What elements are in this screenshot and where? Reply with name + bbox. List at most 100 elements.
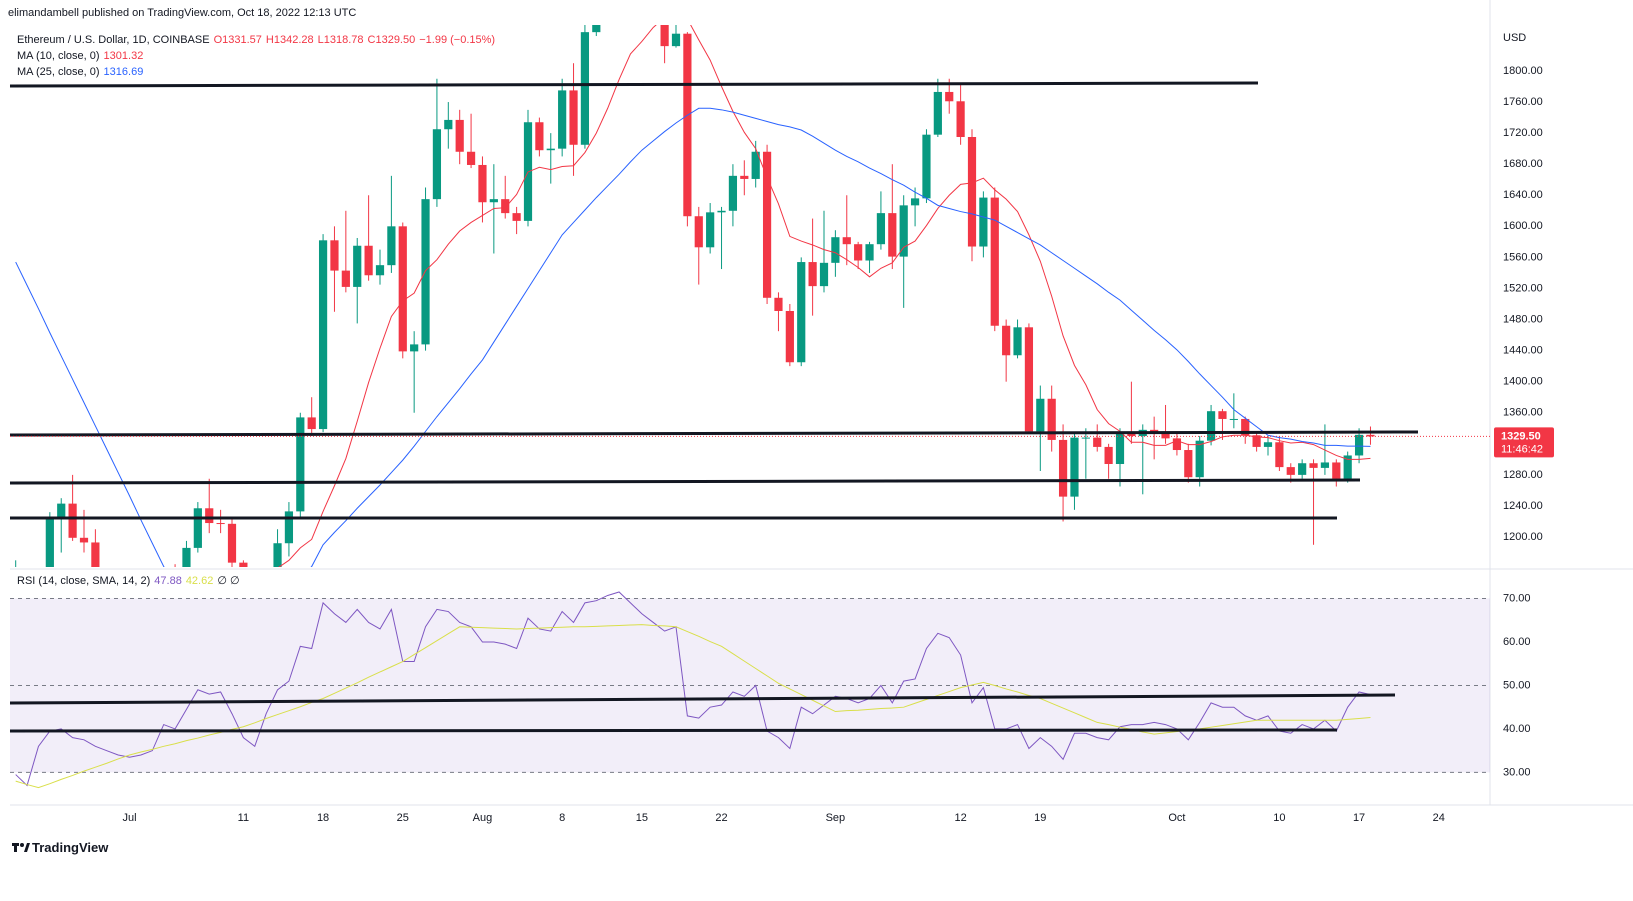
candle-body	[751, 151, 760, 179]
legend-value: 47.88	[154, 575, 182, 587]
y-tick-label: 1360.00	[1503, 407, 1543, 419]
candle-body	[387, 226, 396, 266]
candle-body	[854, 244, 863, 261]
candle-body	[307, 417, 316, 430]
candle-body	[694, 216, 703, 248]
trend-line	[9, 430, 1419, 437]
symbol-title: Ethereum / U.S. Dollar, 1D, COINBASE	[17, 34, 210, 46]
candle-body	[1047, 398, 1056, 440]
ohlc-value: H1342.28	[265, 34, 314, 46]
candle-body	[91, 542, 100, 567]
legend-value: 42.62	[185, 575, 214, 587]
candle-body	[660, 25, 669, 47]
candle-body	[808, 262, 817, 287]
candle-body	[375, 265, 385, 276]
candle-body	[1309, 463, 1318, 468]
candle-body	[1150, 429, 1159, 433]
x-tick-label: Sep	[826, 812, 846, 824]
candle-body	[865, 244, 874, 261]
candle-body	[899, 205, 908, 257]
y-tick-label: 1280.00	[1503, 469, 1543, 481]
countdown-label: 11:46:42	[1501, 443, 1543, 455]
x-tick-label: 17	[1353, 812, 1365, 824]
candle-body	[501, 199, 510, 214]
candle-body	[1354, 434, 1364, 456]
drawings	[9, 81, 1419, 733]
y-tick-label: 1680.00	[1503, 158, 1543, 170]
legend-name: MA (25, close, 0)	[17, 66, 100, 78]
candle-body	[239, 562, 248, 567]
candle-body	[990, 197, 999, 326]
price-legend: Ethereum / U.S. Dollar, 1D, COINBASE O133…	[17, 32, 499, 80]
x-tick-label: 10	[1273, 812, 1285, 824]
candle-body	[922, 134, 931, 199]
ohlc-value: L1318.78	[317, 34, 364, 46]
last-price-box	[1494, 427, 1554, 458]
candle-body	[1263, 442, 1273, 447]
candle-body	[604, 0, 612, 10]
trend-line	[9, 81, 1259, 88]
y-tick-label: 1200.00	[1503, 531, 1543, 543]
brand: TradingView	[32, 840, 109, 855]
candle-body	[353, 245, 362, 287]
candle-body	[831, 237, 840, 263]
y-tick-label: 1800.00	[1503, 65, 1543, 77]
candle-body	[1229, 418, 1238, 420]
y-tick-label: 1760.00	[1503, 96, 1543, 108]
candle-body	[45, 516, 54, 567]
trend-line	[9, 693, 1396, 705]
candle-body	[558, 90, 567, 149]
candle-body	[1343, 455, 1352, 479]
candle-body	[1275, 442, 1284, 468]
candle-body	[979, 197, 988, 247]
candle-body	[592, 25, 601, 33]
candle-body	[273, 543, 282, 567]
x-tick-label: 19	[1034, 812, 1046, 824]
candle-body	[444, 119, 453, 130]
candle-body	[1286, 467, 1295, 475]
x-tick-label: 25	[397, 812, 409, 824]
candle-body	[1115, 432, 1125, 465]
rsi-line	[15, 591, 1371, 787]
rsi-tick-label: 40.00	[1503, 723, 1531, 735]
candle-body	[762, 151, 772, 298]
candle-body	[398, 226, 407, 352]
x-tick-label: 11	[238, 812, 249, 824]
x-tick-label: 12	[954, 812, 966, 824]
candle-body	[1195, 440, 1204, 478]
candle-body	[842, 237, 851, 245]
price-pane	[15, 0, 1375, 567]
candle-body	[296, 417, 305, 512]
rsi-tick-label: 30.00	[1503, 766, 1531, 778]
candle-body	[410, 344, 419, 352]
candle-body	[717, 210, 726, 213]
candle-body	[945, 91, 954, 102]
legend-value: ∅ ∅	[217, 575, 240, 587]
candle-body	[421, 199, 430, 345]
rsi-legend: RSI (14, close, SMA, 14, 2) 47.88 42.62 ∅ ∅	[17, 573, 244, 589]
candle-body	[1013, 327, 1022, 356]
candle-body	[216, 523, 225, 525]
candle-body	[512, 213, 521, 221]
candle-body	[1184, 450, 1193, 478]
x-tick-label: 22	[715, 812, 727, 824]
candle-body	[1332, 462, 1341, 479]
candle-body	[1070, 437, 1079, 497]
candle-body	[933, 91, 942, 135]
rsi-pane	[10, 591, 1490, 789]
x-tick-label: 24	[1433, 812, 1445, 824]
candle-body	[535, 122, 544, 151]
y-tick-label: 1520.00	[1503, 282, 1543, 294]
trend-line	[9, 728, 1338, 733]
candle-body	[318, 240, 328, 430]
candle-body	[455, 119, 464, 152]
candle-body	[341, 270, 350, 287]
candle-body	[706, 212, 715, 248]
rsi-tick-label: 60.00	[1503, 636, 1531, 648]
candle-body	[489, 199, 498, 203]
candle-body	[888, 213, 897, 257]
ohlc-value: C1329.50	[367, 34, 416, 46]
candle-body	[1081, 437, 1090, 439]
candle-body	[1320, 462, 1330, 468]
candle-body	[1104, 446, 1113, 465]
